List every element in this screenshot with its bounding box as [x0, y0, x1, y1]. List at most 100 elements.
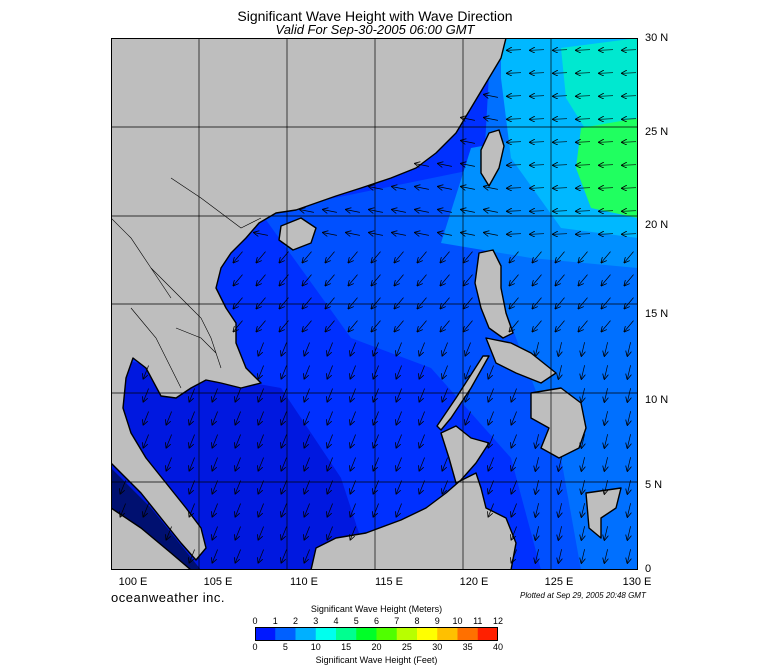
wave-direction-arrow — [576, 119, 591, 120]
wave-direction-arrow — [599, 188, 614, 189]
wave-direction-arrow — [373, 365, 379, 379]
wave-direction-arrow — [461, 187, 475, 190]
wave-direction-arrow — [627, 526, 630, 540]
wave-direction-arrow — [530, 96, 545, 97]
wave-direction-arrow — [535, 549, 538, 563]
wave-direction-arrow — [553, 50, 568, 51]
wave-direction-arrow — [558, 480, 561, 494]
wave-direction-arrow — [581, 342, 584, 356]
wave-direction-arrow — [602, 320, 611, 332]
wave-direction-arrow — [280, 274, 289, 286]
wave-direction-arrow — [281, 503, 287, 517]
wave-direction-arrow — [346, 233, 360, 236]
wave-direction-arrow — [461, 164, 475, 167]
wave-direction-arrow — [304, 526, 310, 540]
wave-direction-arrow — [599, 165, 614, 166]
wave-direction-arrow — [396, 480, 402, 494]
wave-direction-arrow — [373, 388, 379, 402]
wave-direction-arrow — [281, 457, 287, 471]
plotted-timestamp: Plotted at Sep 29, 2005 20:48 GMT — [520, 591, 646, 600]
wave-direction-arrow — [258, 342, 264, 356]
wave-direction-arrow — [627, 434, 630, 448]
lon-label-120e: 120 E — [459, 576, 489, 588]
wave-direction-arrow — [510, 297, 519, 309]
wave-direction-arrow — [576, 73, 591, 74]
wave-direction-arrow — [530, 142, 545, 143]
wave-direction-arrow — [530, 165, 545, 166]
colorbar-swatch — [396, 627, 418, 641]
wave-direction-arrow — [281, 526, 287, 540]
wave-direction-arrow — [461, 118, 475, 121]
wave-direction-arrow — [484, 210, 498, 213]
wave-direction-arrow — [212, 480, 218, 494]
wave-direction-arrow — [212, 411, 218, 425]
wave-direction-arrow — [323, 210, 337, 213]
wave-direction-arrow — [143, 388, 149, 402]
wave-direction-arrow — [465, 365, 471, 379]
wave-direction-arrow — [143, 503, 149, 517]
land-hainan — [278, 217, 317, 251]
wave-direction-arrow — [304, 480, 310, 494]
wave-direction-arrow — [507, 142, 522, 143]
wave-direction-arrow — [419, 342, 425, 356]
wave-direction-arrow — [419, 388, 425, 402]
wave-direction-arrow — [599, 211, 614, 212]
wave-direction-arrow — [396, 342, 402, 356]
map-subtitle: Valid For Sep-30-2005 06:00 GMT — [275, 22, 475, 37]
wave-direction-arrow — [143, 411, 149, 425]
wave-direction-arrow — [604, 457, 607, 471]
land-borneo — [310, 425, 517, 570]
lat-label-0: 0 — [645, 563, 652, 575]
wave-direction-arrow — [599, 119, 614, 120]
wave-direction-arrow — [556, 274, 565, 286]
wave-direction-arrow — [258, 480, 264, 494]
wave-direction-arrow — [415, 210, 429, 213]
land-taiwan — [480, 129, 505, 187]
wave-direction-arrow — [143, 365, 149, 379]
colorbar-meters-tick: 6 — [373, 616, 379, 626]
wave-direction-arrow — [461, 210, 475, 213]
wave-direction-arrow — [258, 549, 264, 563]
wave-direction-arrow — [327, 457, 333, 471]
wave-direction-arrow — [510, 320, 519, 332]
wave-direction-arrow — [558, 503, 561, 517]
colorbar-meters-tick: 3 — [313, 616, 319, 626]
wave-direction-arrow — [553, 96, 568, 97]
wave-direction-arrow — [599, 96, 614, 97]
wave-direction-arrow — [579, 297, 588, 309]
wave-height-map — [111, 38, 638, 570]
wave-direction-arrow — [166, 526, 172, 540]
wave-direction-arrow — [373, 342, 379, 356]
lat-label-25n: 25 N — [645, 126, 669, 138]
wave-direction-arrow — [212, 526, 218, 540]
wave-direction-arrow — [212, 388, 218, 402]
land-visayas — [485, 337, 557, 384]
wave-direction-arrow — [511, 457, 517, 471]
wave-direction-arrow — [484, 118, 498, 121]
wave-direction-arrow — [303, 320, 312, 332]
wave-direction-arrow — [234, 297, 243, 309]
wave-direction-arrow — [258, 526, 264, 540]
wave-direction-arrow — [327, 342, 333, 356]
wave-direction-arrow — [507, 50, 522, 51]
wave-direction-arrow — [304, 411, 310, 425]
wave-direction-arrow — [373, 411, 379, 425]
lat-label-20n: 20 N — [645, 219, 669, 231]
wave-direction-arrow — [533, 297, 542, 309]
wave-direction-arrow — [576, 211, 591, 212]
wave-direction-arrow — [396, 388, 402, 402]
wave-direction-arrow — [556, 251, 565, 263]
wave-direction-arrow — [602, 274, 611, 286]
lat-label-15n: 15 N — [645, 308, 669, 320]
colorbar-frame — [255, 627, 498, 641]
wave-direction-arrow — [257, 297, 266, 309]
colorbar-title-feet: Significant Wave Height (Feet) — [315, 655, 438, 665]
wave-direction-arrow — [604, 342, 607, 356]
wave-direction-arrow — [350, 388, 356, 402]
wave-direction-arrow — [395, 297, 404, 309]
wave-direction-arrow — [304, 365, 310, 379]
lon-label-100e: 100 E — [118, 576, 148, 588]
land-sulawesi — [585, 487, 622, 539]
wave-direction-arrow — [464, 274, 473, 286]
wave-direction-arrow — [327, 434, 333, 448]
